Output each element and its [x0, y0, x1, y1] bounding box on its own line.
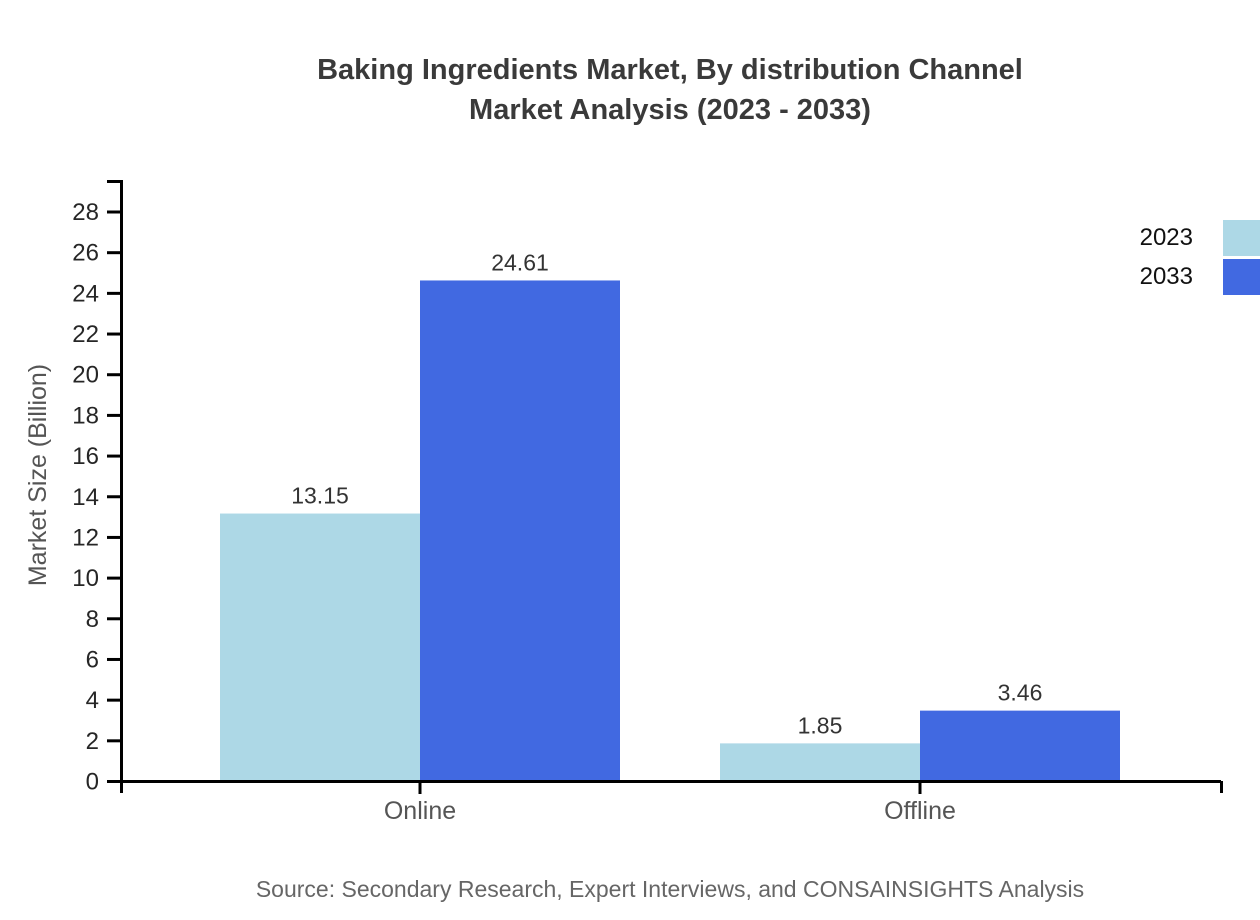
- y-tick-label: 0: [86, 769, 99, 796]
- y-tick-label: 10: [72, 565, 99, 592]
- legend-label-2023: 2023: [1139, 224, 1193, 251]
- legend-item-2033: 2033: [1140, 259, 1260, 295]
- y-tick-label: 8: [86, 606, 99, 633]
- source-attribution: Source: Secondary Research, Expert Inter…: [255, 876, 1085, 902]
- y-tick-label: 12: [72, 524, 99, 551]
- legend: 2023 2033: [1140, 220, 1260, 298]
- y-tick-label: 26: [72, 240, 99, 267]
- y-tick-label: 2: [86, 728, 99, 755]
- bar-2033-online: [420, 280, 620, 781]
- y-tick-label: 16: [72, 443, 99, 470]
- y-tick-label: 24: [72, 280, 99, 307]
- bar-value-label: 3.46: [998, 680, 1043, 706]
- bar-value-label: 1.85: [798, 712, 843, 738]
- y-tick-label: 22: [72, 321, 99, 348]
- legend-item-2023: 2023: [1140, 220, 1260, 256]
- y-tick-label: 4: [86, 687, 99, 714]
- x-category-label: Offline: [884, 797, 956, 825]
- bar-value-label: 24.61: [491, 249, 549, 275]
- bar-2033-offline: [920, 710, 1120, 781]
- legend-swatch-2023: [1223, 220, 1260, 256]
- y-tick-label: 18: [72, 402, 99, 429]
- y-tick-label: 20: [72, 362, 99, 389]
- chart-title-line2: Market Analysis (2023 - 2033): [469, 94, 871, 126]
- legend-swatch-2033: [1223, 259, 1260, 295]
- legend-label-2033: 2033: [1139, 263, 1193, 290]
- y-tick-label: 28: [72, 199, 99, 226]
- bar-2023-online: [220, 513, 420, 781]
- y-tick-label: 14: [72, 484, 99, 511]
- bar-2023-offline: [720, 743, 920, 781]
- chart-title: Baking Ingredients Market, By distributi…: [40, 50, 1260, 130]
- bar-value-label: 13.15: [291, 483, 349, 509]
- chart-title-line1: Baking Ingredients Market, By distributi…: [317, 54, 1023, 86]
- y-tick-label: 6: [86, 646, 99, 673]
- x-category-label: Online: [384, 797, 456, 825]
